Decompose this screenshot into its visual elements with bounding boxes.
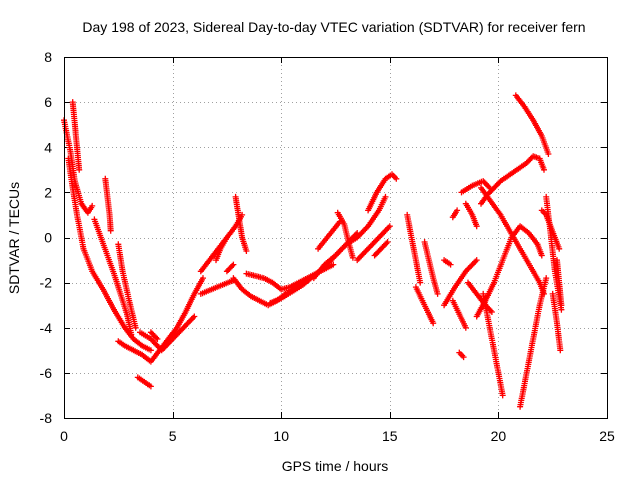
series-s8 [134,374,154,390]
data-point-markers [480,290,506,399]
data-point-markers [421,239,441,297]
data-point-markers [412,284,437,327]
data-point-markers [549,290,564,354]
series-s38 [478,153,547,207]
series-s4 [91,216,135,338]
data-point-markers [197,277,237,297]
data-point-markers [456,349,467,361]
series-s9 [137,313,198,354]
x-tick-label: 0 [60,428,68,444]
y-tick-label: 8 [44,49,52,65]
data-point-markers [115,241,139,331]
x-axis-label: GPS time / hours [282,458,389,474]
y-tick-label: -2 [40,275,53,291]
data-point-markers [462,200,480,230]
x-tick-label: 25 [599,428,615,444]
data-point-markers [334,209,356,261]
y-tick-label: -4 [40,320,53,336]
x-tick-labels: 0 5 10 15 20 25 [60,428,615,444]
data-point-markers [147,329,161,342]
y-tick-label: 0 [44,230,52,246]
data-point-markers [134,374,154,390]
series-s30 [449,207,461,221]
data-point-markers [102,175,114,234]
series-s6 [115,241,139,331]
series-s22 [354,223,393,264]
series-s39 [480,290,506,399]
data-point-markers [213,234,230,264]
data-points [61,92,565,410]
data-point-markers [137,313,198,354]
series-s13 [213,234,230,264]
chart-title: Day 198 of 2023, Sidereal Day-to-day VTE… [82,19,585,35]
y-tick-label: -6 [40,365,53,381]
grid [64,57,607,418]
data-point-markers [315,218,343,252]
series-s14 [223,261,237,275]
series-s26 [412,284,437,327]
y-tick-label: -8 [40,410,53,426]
data-point-markers [365,171,400,214]
data-point-markers [91,216,135,338]
data-point-markers [449,207,461,221]
series-s31 [449,297,469,331]
data-point-markers [554,257,565,309]
series-s45 [554,257,565,309]
series-s21 [334,209,356,261]
data-point-markers [404,211,424,286]
x-tick-label: 10 [273,428,289,444]
x-tick-label: 15 [382,428,398,444]
data-point-markers [65,155,154,354]
series-s15 [232,193,250,254]
data-point-markers [441,257,480,309]
series-s20 [315,218,343,252]
data-point-markers [371,239,391,259]
data-point-markers [512,92,552,157]
series-s7 [115,275,206,365]
series-s32 [456,349,467,361]
series-s10 [147,329,161,342]
series-s28 [441,257,454,268]
y-tick-labels: 8 6 4 2 0 -2 -4 -6 -8 [40,49,53,426]
y-tick-label: 4 [44,139,52,155]
data-point-markers [69,99,83,173]
series-s44 [549,290,564,354]
data-point-markers [478,153,547,207]
series-s2 [69,99,83,173]
data-point-markers [458,178,493,196]
data-point-markers [232,193,250,254]
series-s25 [404,211,424,286]
series-s11 [197,277,237,297]
y-axis-label: SDTVAR / TECUs [6,182,22,294]
x-tick-label: 5 [169,428,177,444]
series-s23 [365,171,400,214]
series-s41 [517,275,550,410]
series-s40 [512,92,552,157]
data-point-markers [449,297,469,331]
plot-frame [64,57,608,419]
x-tick-label: 20 [491,428,507,444]
data-point-markers [354,223,393,264]
y-tick-label: 6 [44,94,52,110]
data-point-markers [223,261,237,275]
data-point-markers [115,275,206,365]
data-point-markers [517,275,550,410]
data-point-markers [441,257,454,268]
series-s29 [441,257,480,309]
y-tick-label: 2 [44,184,52,200]
series-s33 [458,178,493,196]
series-s5 [102,175,114,234]
series-s34 [462,200,480,230]
series-s24 [371,239,391,259]
series-s27 [421,239,441,297]
series-s3 [65,155,154,354]
